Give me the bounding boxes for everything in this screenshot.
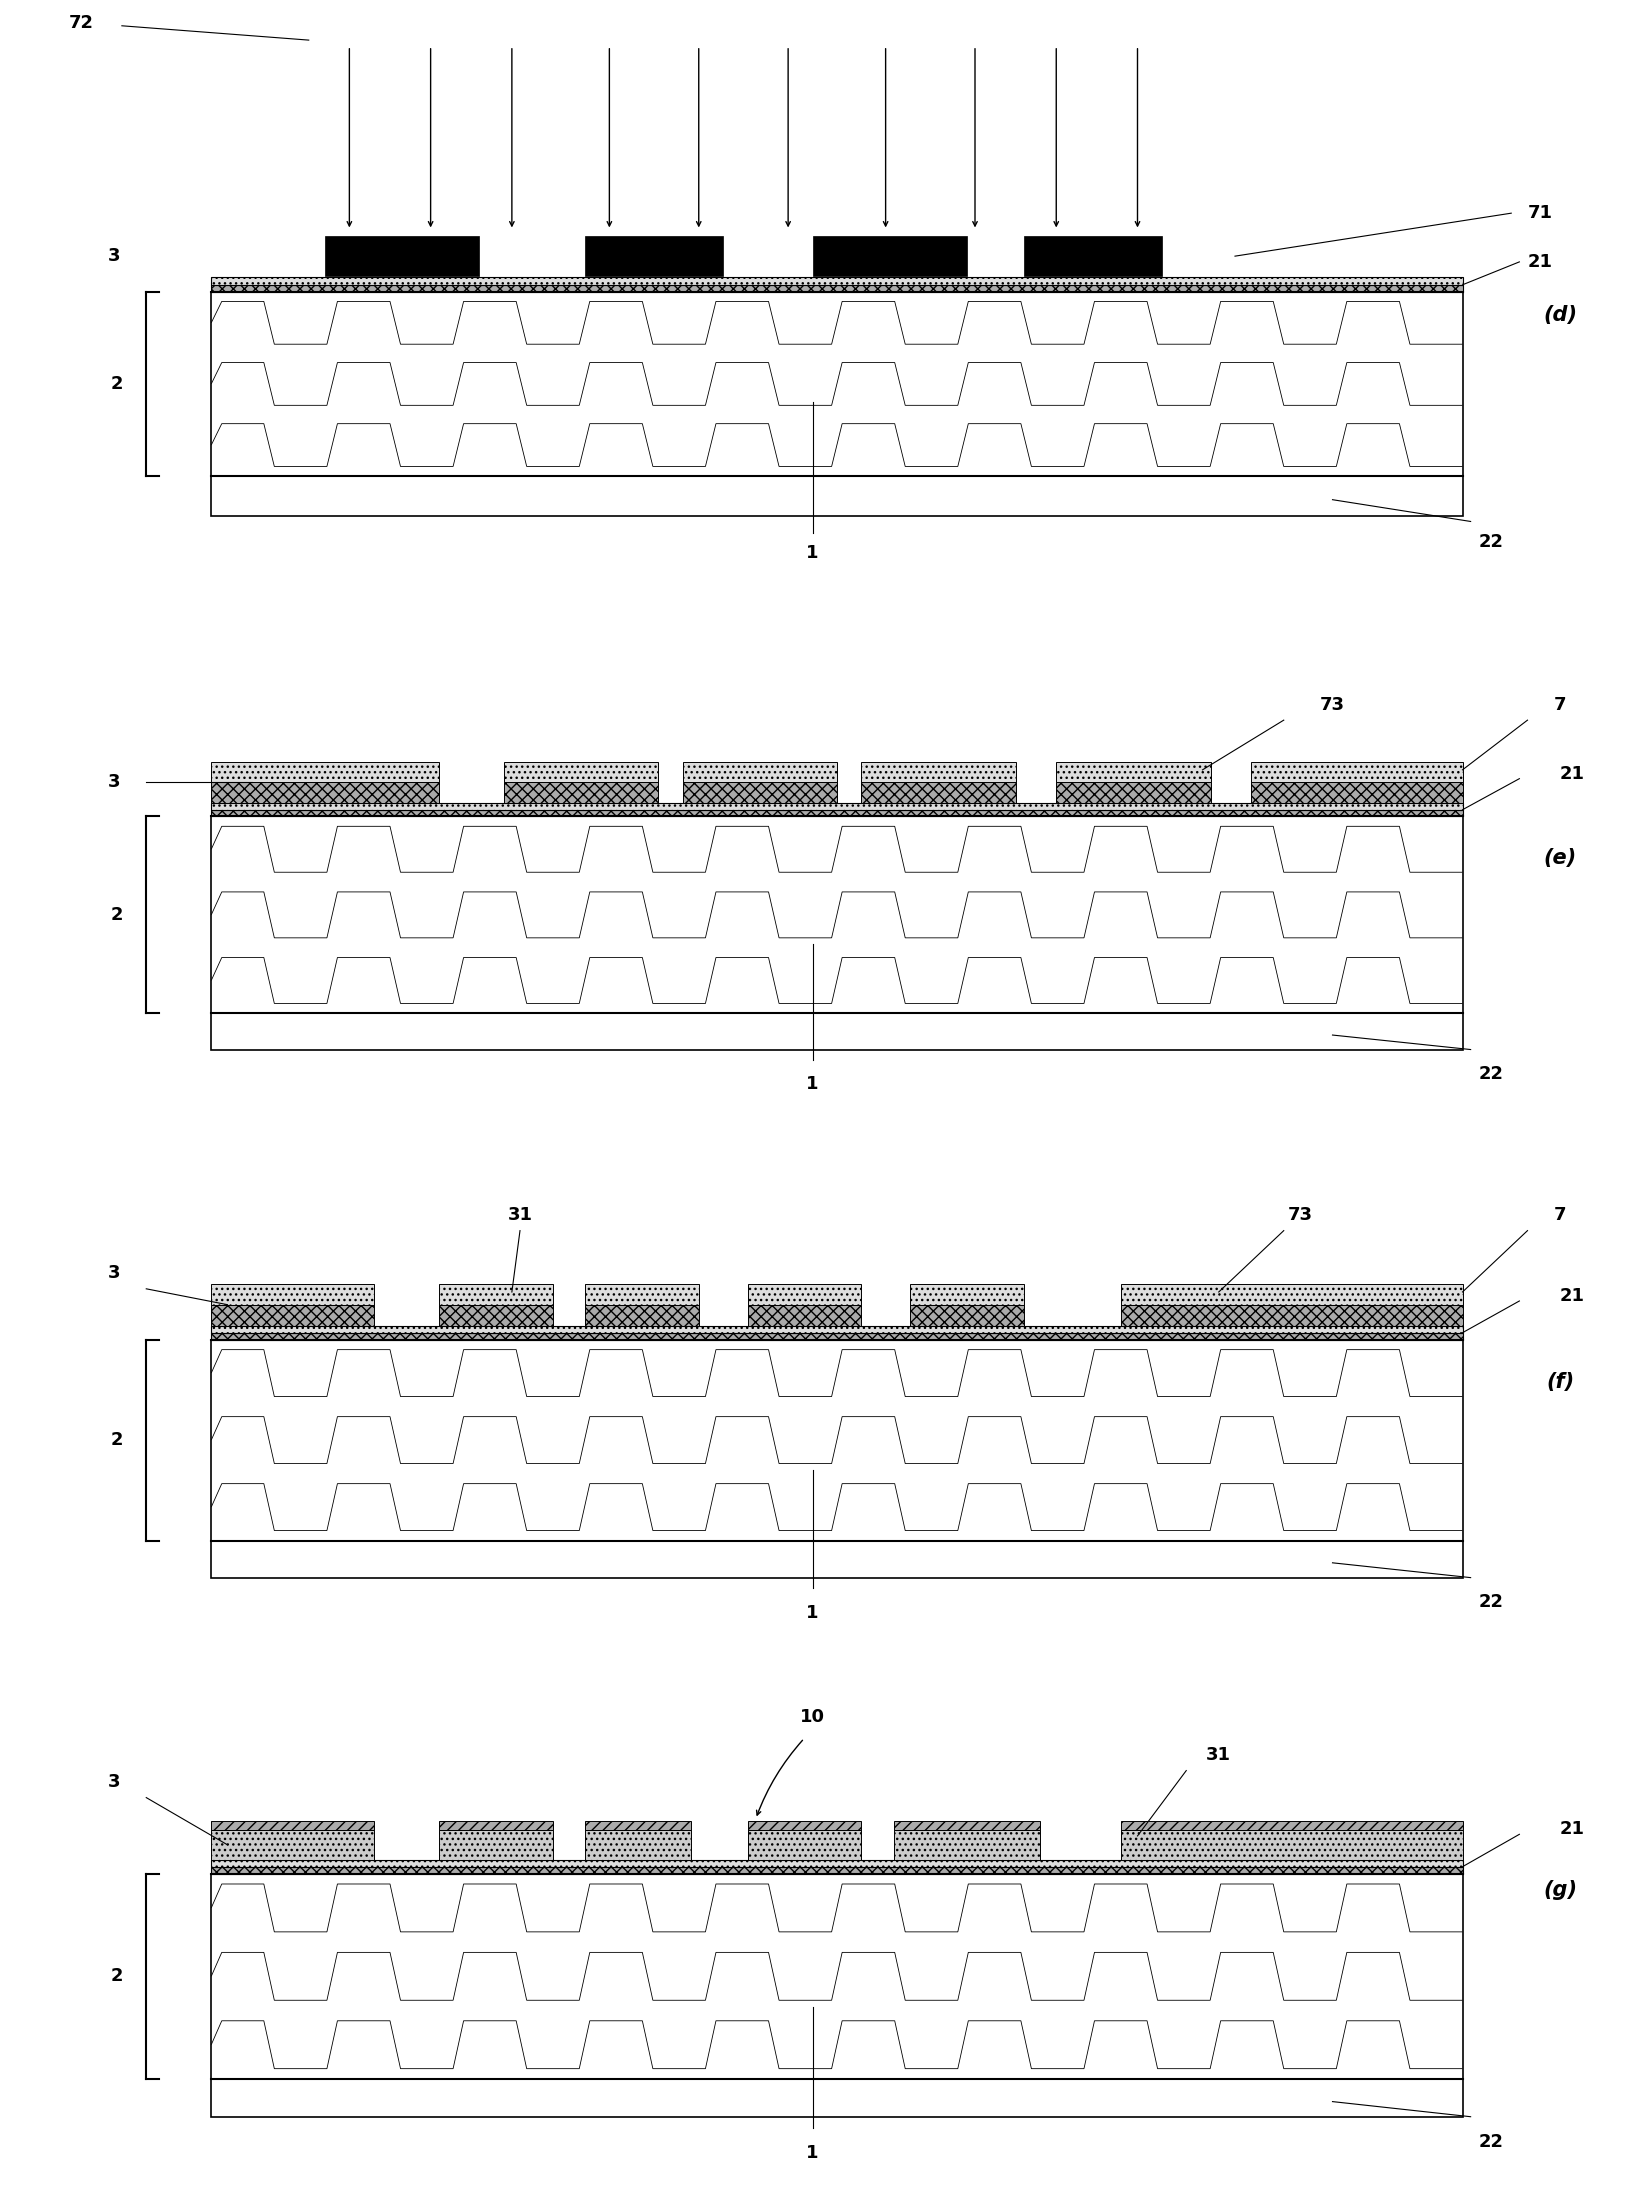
Bar: [1056, 763, 1211, 782]
Bar: [211, 1867, 1462, 1873]
Bar: [861, 782, 1016, 802]
Bar: [211, 1340, 1462, 1541]
Text: 1: 1: [806, 544, 819, 562]
Text: 2: 2: [111, 1968, 124, 1986]
Bar: [682, 782, 837, 802]
Bar: [211, 1829, 374, 1860]
Bar: [211, 782, 439, 802]
Bar: [211, 1541, 1462, 1578]
Text: 3: 3: [107, 1772, 120, 1792]
Bar: [585, 1821, 691, 1829]
Bar: [211, 1014, 1462, 1049]
Bar: [211, 293, 1462, 476]
Text: 21: 21: [1560, 1821, 1584, 1838]
Text: 22: 22: [1479, 1593, 1503, 1611]
Bar: [211, 1305, 374, 1327]
Text: 7: 7: [1554, 1206, 1566, 1223]
Bar: [682, 763, 837, 782]
Bar: [504, 763, 658, 782]
Bar: [585, 1283, 699, 1305]
Text: (g): (g): [1544, 1880, 1576, 1900]
Bar: [585, 1829, 691, 1860]
Text: 10: 10: [800, 1708, 826, 1726]
Bar: [910, 1305, 1024, 1327]
Bar: [211, 1327, 1462, 1333]
Bar: [585, 1305, 699, 1327]
Text: 3: 3: [107, 1265, 120, 1283]
Text: 2: 2: [111, 375, 124, 392]
Text: 1: 1: [806, 2144, 819, 2162]
Text: 31: 31: [507, 1206, 533, 1223]
Bar: [211, 1821, 374, 1829]
Bar: [1251, 763, 1462, 782]
Bar: [812, 236, 967, 276]
Bar: [748, 1829, 861, 1860]
Text: 21: 21: [1560, 1287, 1584, 1305]
Text: 71: 71: [1528, 205, 1552, 223]
Bar: [439, 1821, 553, 1829]
Text: 7: 7: [1554, 696, 1566, 714]
Bar: [325, 236, 479, 276]
Bar: [910, 1283, 1024, 1305]
Text: 21: 21: [1560, 765, 1584, 782]
Text: 31: 31: [1206, 1746, 1232, 1763]
Bar: [1024, 236, 1162, 276]
Bar: [748, 1305, 861, 1327]
Bar: [861, 763, 1016, 782]
Bar: [211, 476, 1462, 516]
Bar: [211, 811, 1462, 815]
Text: 3: 3: [107, 247, 120, 264]
Text: 22: 22: [1479, 2133, 1503, 2151]
Bar: [585, 236, 723, 276]
Text: 2: 2: [111, 1430, 124, 1448]
Bar: [211, 2078, 1462, 2116]
Bar: [1121, 1283, 1462, 1305]
Bar: [748, 1821, 861, 1829]
Bar: [1121, 1821, 1462, 1829]
Bar: [211, 1283, 374, 1305]
Bar: [211, 1873, 1462, 2078]
Text: 73: 73: [1320, 696, 1345, 714]
Bar: [211, 763, 439, 782]
Text: (d): (d): [1544, 304, 1576, 326]
Bar: [504, 782, 658, 802]
Text: 2: 2: [111, 906, 124, 923]
Bar: [211, 802, 1462, 811]
Text: (e): (e): [1544, 849, 1576, 868]
Text: 3: 3: [107, 774, 120, 791]
Bar: [748, 1283, 861, 1305]
Bar: [439, 1829, 553, 1860]
Text: 22: 22: [1479, 1065, 1503, 1082]
Bar: [211, 1860, 1462, 1867]
Bar: [211, 284, 1462, 293]
Text: 72: 72: [68, 13, 94, 31]
Text: 1: 1: [806, 1076, 819, 1093]
Bar: [1251, 782, 1462, 802]
Bar: [894, 1821, 1040, 1829]
Bar: [439, 1305, 553, 1327]
Bar: [1121, 1305, 1462, 1327]
Bar: [439, 1283, 553, 1305]
Text: 1: 1: [806, 1605, 819, 1622]
Bar: [1056, 782, 1211, 802]
Bar: [1121, 1829, 1462, 1860]
Bar: [894, 1829, 1040, 1860]
Text: 21: 21: [1528, 253, 1552, 271]
Bar: [211, 278, 1462, 284]
Text: (f): (f): [1545, 1371, 1575, 1393]
Text: 73: 73: [1287, 1206, 1313, 1223]
Text: 22: 22: [1479, 533, 1503, 551]
Bar: [211, 1333, 1462, 1340]
Bar: [211, 815, 1462, 1014]
